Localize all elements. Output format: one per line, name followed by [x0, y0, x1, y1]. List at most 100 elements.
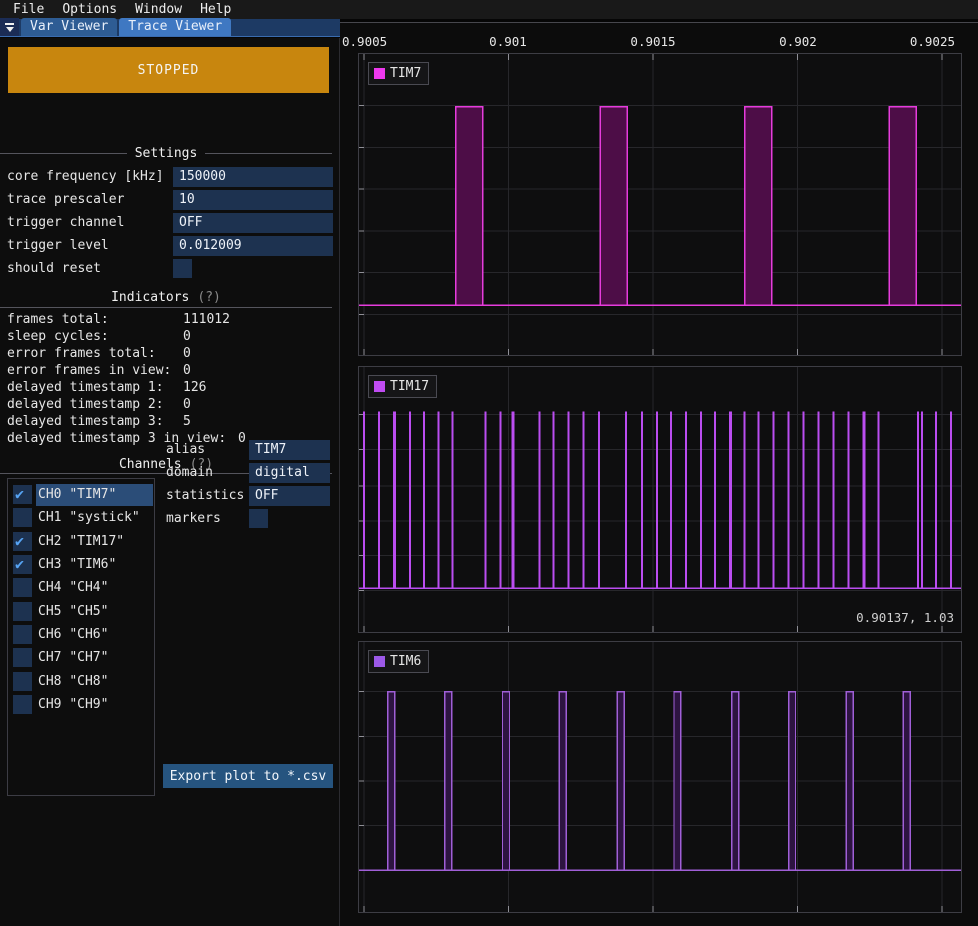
export-csv-button[interactable]: Export plot to *.csv [163, 764, 333, 788]
tab-bar: Var Viewer Trace Viewer [0, 18, 340, 37]
domain-label: domain [166, 465, 213, 480]
tab-list-popup-button[interactable] [0, 18, 19, 36]
channel-checkbox[interactable] [13, 648, 32, 667]
trace-viewer-sidebar: STOPPED Settings core frequency [kHz] 15… [0, 38, 340, 926]
setting-row: trace prescaler 10 [0, 190, 333, 210]
plot-tim17[interactable]: TIM17 0.90137, 1.03 [358, 366, 962, 633]
menu-bar: File Options Window Help [0, 0, 978, 19]
x-axis-tick-label: 0.9005 [342, 34, 388, 49]
setting-row: should reset [0, 259, 332, 279]
trigger-level-input[interactable]: 0.012009 [173, 236, 333, 256]
channel-row-ch4[interactable]: CH4 "CH4" [8, 578, 154, 599]
menu-window[interactable]: Window [135, 2, 183, 17]
delayed-timestamp-3-value: 5 [183, 414, 191, 429]
channel-checkbox[interactable] [13, 578, 32, 597]
chevron-down-icon [5, 26, 14, 32]
channel-row-ch0[interactable]: CH0 "TIM7" [8, 484, 154, 506]
plot-tim6[interactable]: TIM6 [358, 641, 962, 913]
tab-list-icon [5, 22, 14, 25]
should-reset-label: should reset [7, 261, 101, 276]
trigger-level-label: trigger level [7, 238, 109, 253]
tim17-waveform [359, 367, 961, 632]
markers-label: markers [166, 511, 221, 526]
indicator-row: delayed timestamp 2: 0 [7, 397, 191, 412]
core-frequency-label: core frequency [kHz] [7, 169, 164, 184]
x-axis-tick-label: 0.901 [489, 34, 527, 49]
plot-legend[interactable]: TIM7 [368, 62, 430, 85]
error-frames-total-value: 0 [183, 346, 191, 361]
settings-header: Settings [0, 145, 332, 161]
trigger-channel-label: trigger channel [7, 215, 125, 230]
channel-row-highlight [36, 484, 153, 506]
menu-file[interactable]: File [13, 2, 45, 17]
indicator-row: error frames in view: 0 [7, 363, 191, 378]
indicator-row: error frames total: 0 [7, 346, 191, 361]
indicators-header: Indicators (?) [0, 289, 332, 305]
plot-legend[interactable]: TIM6 [368, 650, 430, 673]
indicator-row: sleep cycles: 0 [7, 329, 191, 344]
plot-legend[interactable]: TIM17 [368, 375, 438, 398]
menu-options[interactable]: Options [62, 2, 118, 17]
indicator-row: frames total: 111012 [7, 312, 230, 327]
core-frequency-input[interactable]: 150000 [173, 167, 333, 187]
setting-row: trigger channel OFF [0, 213, 333, 233]
channel-row-ch6[interactable]: CH6 "CH6" [8, 625, 154, 646]
trace-prescaler-input[interactable]: 10 [173, 190, 333, 210]
channel-checkbox[interactable] [13, 602, 32, 621]
channel-row-ch8[interactable]: CH8 "CH8" [8, 672, 154, 693]
menu-help[interactable]: Help [200, 2, 232, 17]
series-label: TIM6 [390, 654, 422, 669]
channel-row-ch7[interactable]: CH7 "CH7" [8, 648, 154, 669]
series-color-swatch [374, 68, 385, 79]
delayed-timestamp-2-value: 0 [183, 397, 191, 412]
separator [0, 473, 332, 474]
acquisition-state-button[interactable]: STOPPED [8, 47, 329, 93]
should-reset-checkbox[interactable] [173, 259, 192, 278]
series-label: TIM7 [390, 66, 422, 81]
channel-row-ch2[interactable]: CH2 "TIM17" [8, 532, 154, 553]
channel-row-ch9[interactable]: CH9 "CH9" [8, 695, 154, 716]
channel-checkbox[interactable] [13, 485, 32, 504]
trigger-channel-combo[interactable]: OFF [173, 213, 333, 233]
channel-row-ch3[interactable]: CH3 "TIM6" [8, 555, 154, 576]
frames-total-value: 111012 [183, 312, 230, 327]
statistics-label: statistics [166, 488, 245, 503]
x-axis-tick-label: 0.9025 [909, 34, 955, 49]
series-color-swatch [374, 656, 385, 667]
channels-header-label: Channels [118, 456, 182, 472]
plot-tim7[interactable]: TIM7 [358, 53, 962, 356]
channel-checkbox[interactable] [13, 695, 32, 714]
setting-row: core frequency [kHz] 150000 [0, 167, 333, 187]
channel-checkbox[interactable] [13, 625, 32, 644]
indicator-row: delayed timestamp 3: 5 [7, 414, 191, 429]
indicator-row: delayed timestamp 3 in view: 0 [7, 431, 246, 446]
series-color-swatch [374, 381, 385, 392]
x-axis-tick-label: 0.902 [779, 34, 817, 49]
channel-checkbox[interactable] [13, 532, 32, 551]
delayed-timestamp-3-in-view-value: 0 [238, 431, 246, 446]
channel-row-ch1[interactable]: CH1 "systick" [8, 508, 154, 529]
channels-help-icon[interactable]: (?) [189, 456, 214, 472]
channel-row-ch5[interactable]: CH5 "CH5" [8, 602, 154, 623]
channel-checkbox[interactable] [13, 555, 32, 574]
indicators-help-icon[interactable]: (?) [197, 289, 221, 305]
tab-var-viewer[interactable]: Var Viewer [21, 18, 118, 36]
separator [0, 307, 332, 308]
tab-trace-viewer[interactable]: Trace Viewer [119, 18, 232, 36]
domain-combo[interactable]: digital [249, 463, 330, 483]
statistics-combo[interactable]: OFF [249, 486, 330, 506]
settings-header-label: Settings [134, 145, 198, 161]
plot-panel: 0.9005 0.901 0.9015 0.902 0.9025 TIM7 TI… [340, 22, 978, 926]
x-axis-tick-label: 0.9015 [630, 34, 676, 49]
tim7-waveform [359, 54, 961, 355]
cursor-readout: 0.90137, 1.03 [856, 610, 954, 625]
channel-checkbox[interactable] [13, 672, 32, 691]
markers-checkbox[interactable] [249, 509, 268, 528]
alias-input[interactable]: TIM7 [249, 440, 330, 460]
setting-row: trigger level 0.012009 [0, 236, 333, 256]
channel-checkbox[interactable] [13, 508, 32, 527]
channel-list: CH0 "TIM7" CH1 "systick" CH2 "TIM17" CH3… [7, 478, 155, 796]
indicator-row: delayed timestamp 1: 126 [7, 380, 207, 395]
trace-prescaler-label: trace prescaler [7, 192, 125, 207]
